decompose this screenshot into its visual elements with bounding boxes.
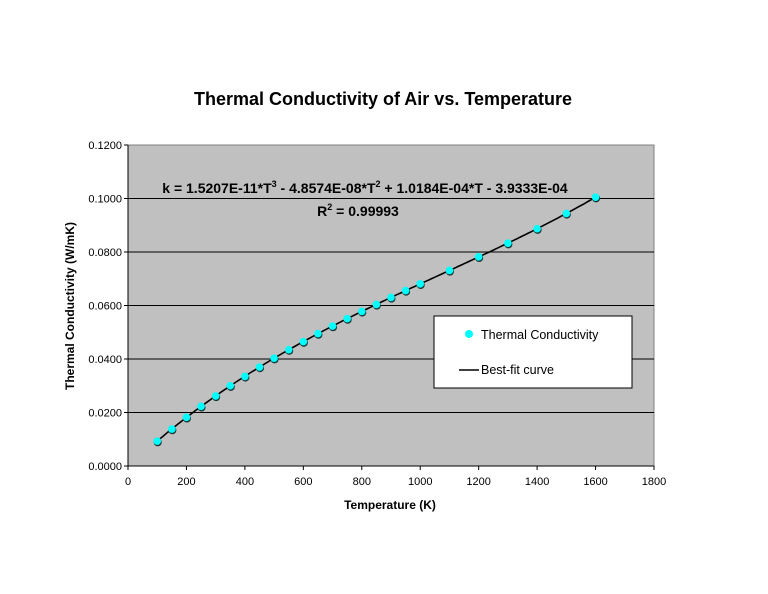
x-tick-label: 1800 <box>642 476 666 488</box>
data-point <box>299 337 308 346</box>
data-point <box>401 286 410 295</box>
data-point <box>328 322 337 330</box>
legend: Thermal Conductivity Best-fit curve <box>433 315 633 389</box>
data-point <box>182 413 191 422</box>
data-point <box>474 253 483 261</box>
y-tick-label: 0.0200 <box>88 408 122 420</box>
data-point <box>562 209 571 218</box>
x-tick-label: 600 <box>294 476 312 488</box>
y-axis-label: Thermal Conductivity (W/mK) <box>63 222 77 390</box>
data-point <box>314 329 322 338</box>
x-tick-label: 400 <box>236 476 254 488</box>
y-tick-label: 0.0400 <box>88 354 122 366</box>
data-point <box>372 300 381 309</box>
data-point <box>357 307 366 316</box>
data-point <box>591 193 600 201</box>
data-point <box>226 381 235 390</box>
legend-label-best-fit: Best-fit curve <box>481 363 554 377</box>
x-tick-label: 800 <box>353 476 371 488</box>
x-tick-label: 1200 <box>466 476 490 488</box>
data-point <box>153 437 162 445</box>
data-point <box>255 363 264 371</box>
data-point <box>343 314 351 323</box>
data-point <box>211 392 220 400</box>
x-tick-label: 200 <box>177 476 195 488</box>
y-tick-label: 0.1200 <box>88 140 122 152</box>
data-point <box>168 425 176 433</box>
y-tick-label: 0.0600 <box>88 301 122 313</box>
chart-title: Thermal Conductivity of Air vs. Temperat… <box>194 89 572 109</box>
y-tick-label: 0.0800 <box>88 247 122 259</box>
legend-marker-icon <box>465 330 473 338</box>
x-tick-label: 1400 <box>525 476 549 488</box>
y-tick-label: 0.1000 <box>88 194 122 206</box>
data-point <box>270 354 278 362</box>
x-tick-label: 0 <box>125 476 131 488</box>
legend-label-thermal-conductivity: Thermal Conductivity <box>481 328 599 342</box>
data-point <box>241 372 249 381</box>
r-squared-label: R2 = 0.99993 <box>317 202 399 219</box>
x-tick-label: 1000 <box>408 476 432 488</box>
data-point <box>387 293 395 302</box>
data-point <box>445 266 454 275</box>
x-axis-label: Temperature (K) <box>344 498 436 512</box>
y-tick-label: 0.0000 <box>88 461 122 473</box>
data-point <box>533 224 541 233</box>
equation-label: k = 1.5207E-11*T3 - 4.8574E-08*T2 + 1.01… <box>162 179 568 196</box>
data-point <box>284 345 293 354</box>
data-point <box>504 239 512 247</box>
data-point <box>197 402 205 411</box>
x-tick-label: 1600 <box>583 476 607 488</box>
data-point <box>416 280 425 288</box>
